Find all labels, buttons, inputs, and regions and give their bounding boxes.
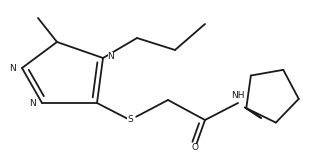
Text: O: O — [192, 144, 198, 152]
Text: NH: NH — [231, 91, 245, 100]
Text: N: N — [108, 52, 115, 60]
Text: N: N — [29, 99, 35, 108]
Text: S: S — [127, 116, 133, 124]
Text: N: N — [9, 64, 15, 72]
